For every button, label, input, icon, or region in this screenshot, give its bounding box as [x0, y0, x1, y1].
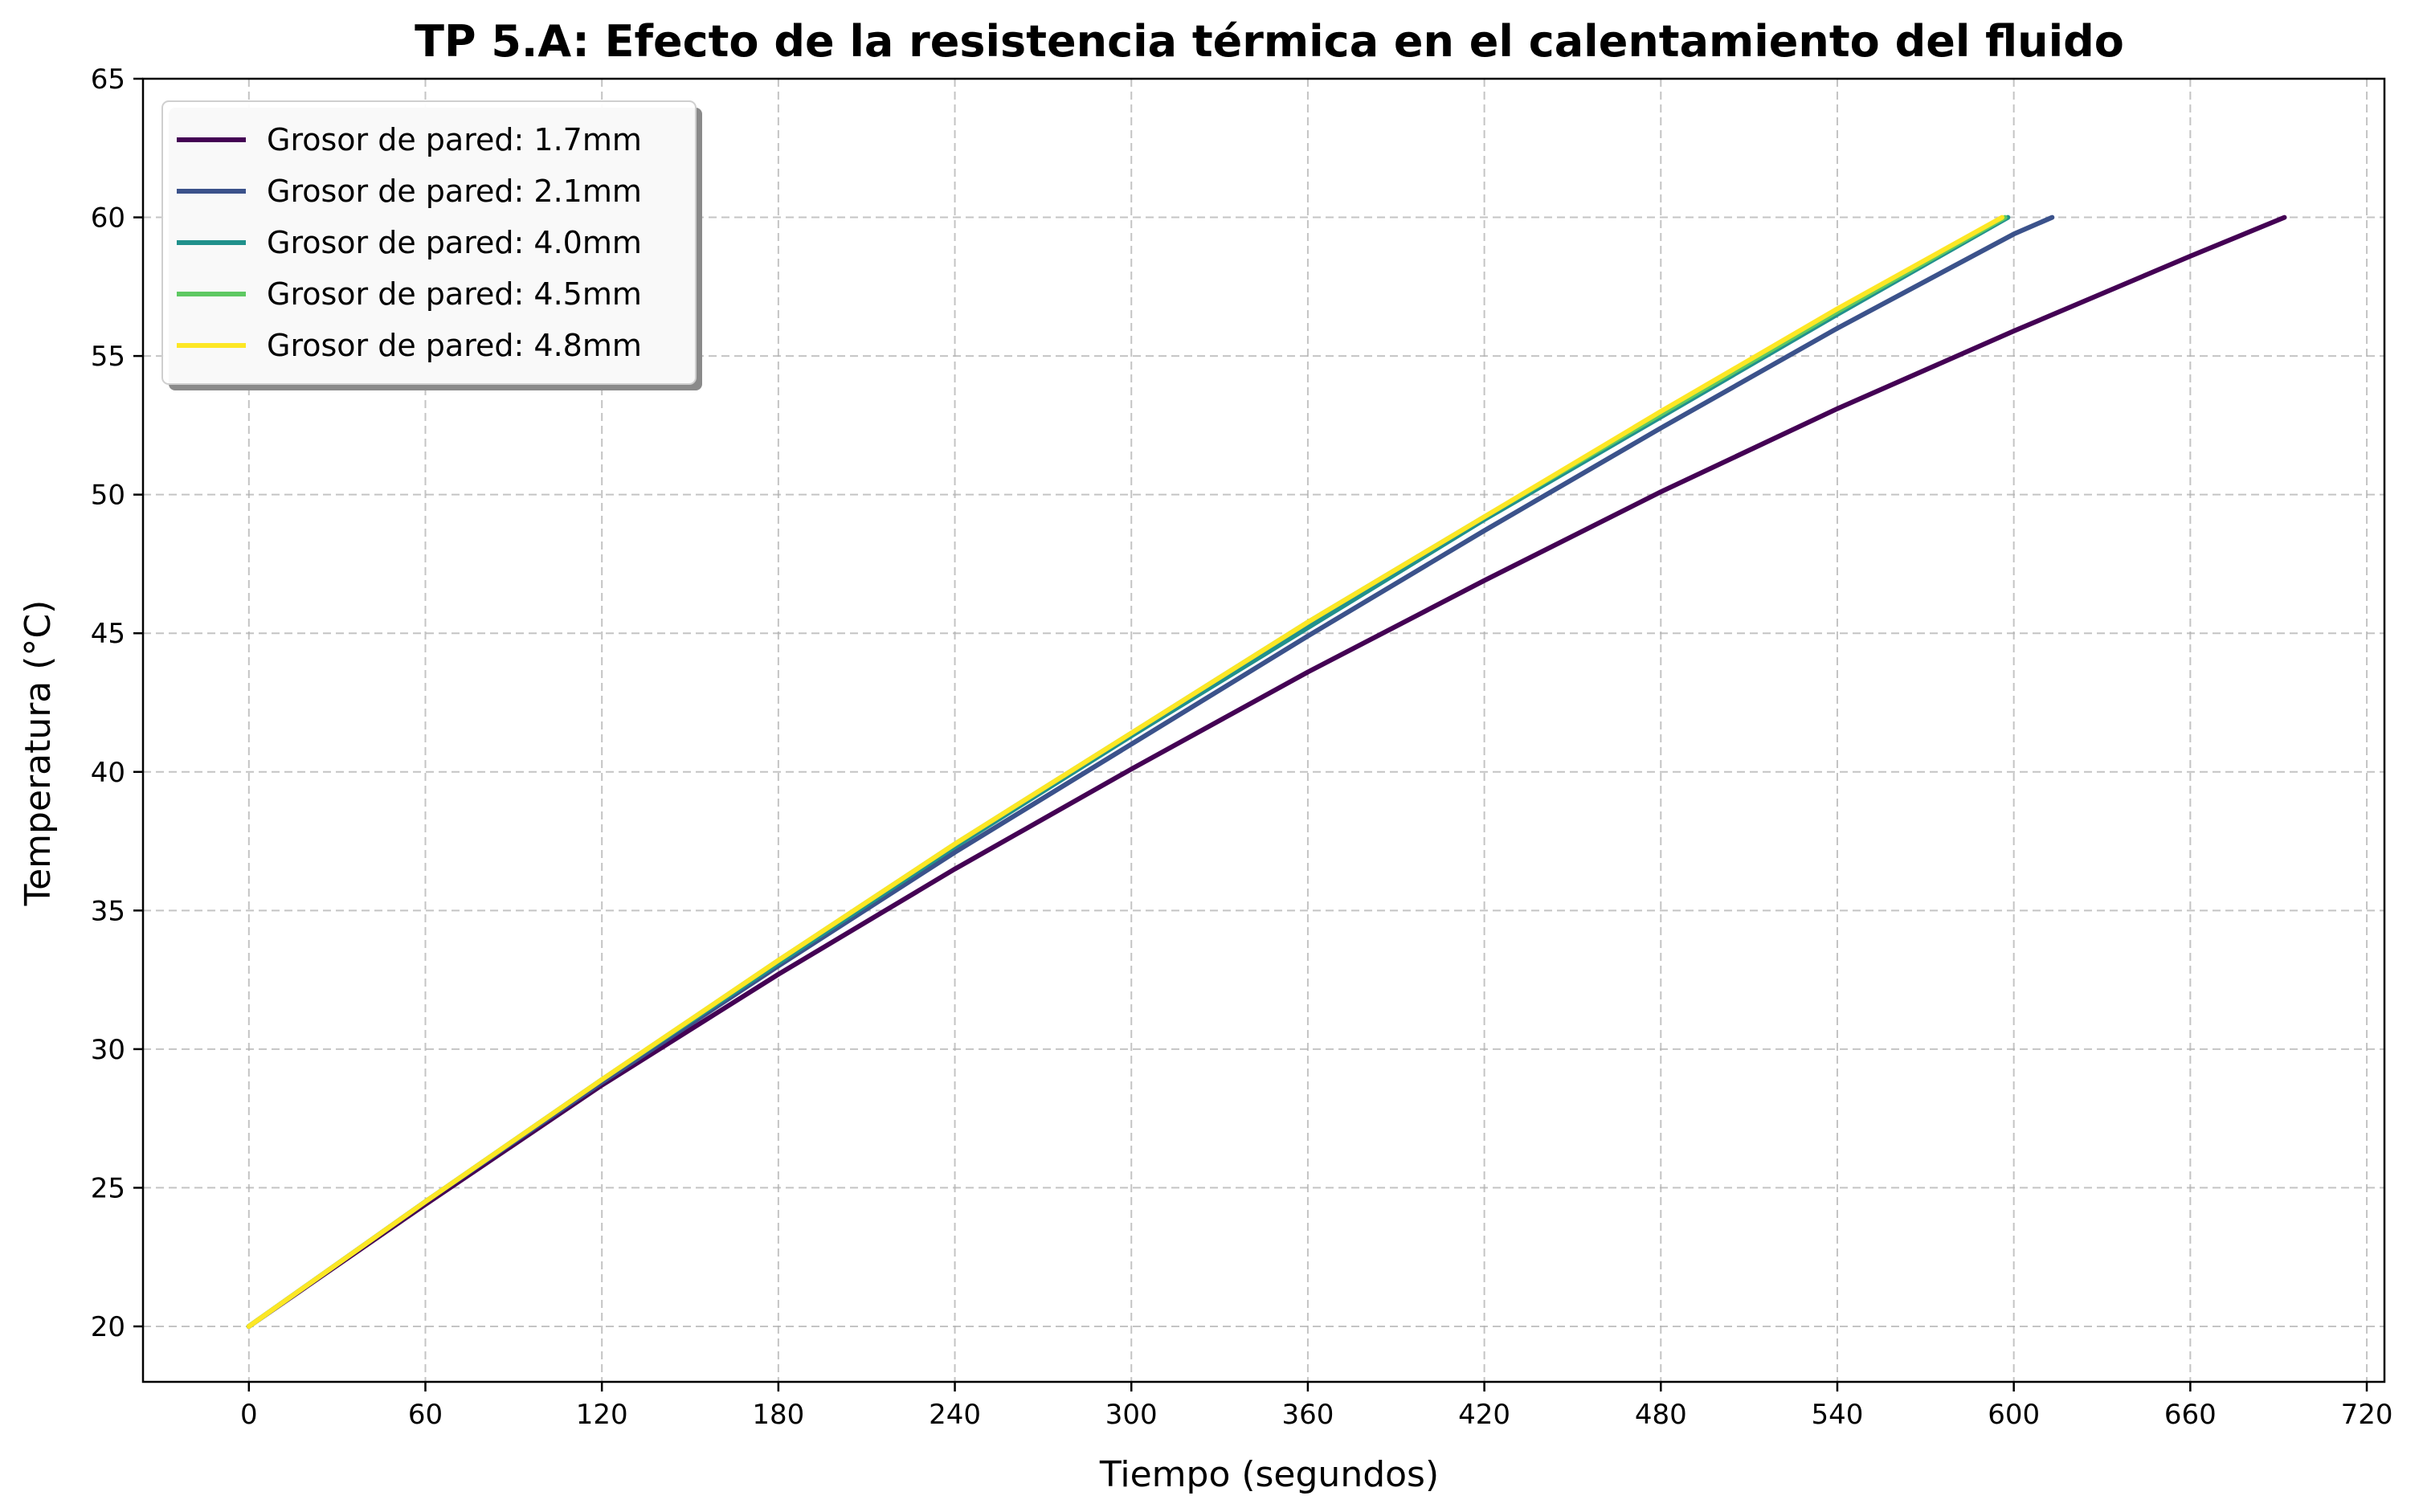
legend-label-1: Grosor de pared: 1.7mm — [267, 122, 642, 157]
x-tick-label: 600 — [1988, 1399, 2040, 1431]
x-tick-label: 420 — [1458, 1399, 1510, 1431]
series-layer — [246, 215, 2287, 1329]
legend-label-4: Grosor de pared: 4.5mm — [267, 276, 642, 312]
x-tick-label: 0 — [240, 1399, 258, 1431]
y-axis-ticks: 20 25 30 35 40 45 50 55 60 65 — [91, 63, 143, 1343]
x-tick-label: 480 — [1635, 1399, 1687, 1431]
y-tick-label: 45 — [91, 618, 125, 650]
y-tick-label: 50 — [91, 480, 125, 512]
x-tick-label: 720 — [2341, 1399, 2393, 1431]
grid — [143, 78, 2384, 1382]
y-tick-label: 20 — [91, 1311, 125, 1343]
x-tick-label: 120 — [576, 1399, 628, 1431]
x-tick-label: 180 — [752, 1399, 804, 1431]
series-line-5 — [246, 215, 2004, 1329]
x-tick-label: 540 — [1812, 1399, 1864, 1431]
x-tick-label: 60 — [408, 1399, 443, 1431]
y-tick-label: 35 — [91, 895, 125, 927]
legend: Grosor de pared: 1.7mm Grosor de pared: 2… — [161, 100, 702, 390]
y-tick-label: 55 — [91, 341, 125, 373]
legend-label-3: Grosor de pared: 4.0mm — [267, 225, 642, 260]
y-axis-label: Temperatura (°C) — [18, 600, 59, 907]
x-tick-label: 240 — [929, 1399, 981, 1431]
x-tick-label: 660 — [2164, 1399, 2217, 1431]
y-tick-label: 40 — [91, 757, 125, 789]
y-tick-label: 30 — [91, 1034, 125, 1066]
legend-box — [161, 100, 697, 385]
y-tick-label: 25 — [91, 1172, 125, 1204]
x-axis-ticks: 0 60 120 180 240 300 360 420 480 540 600 660 720 — [240, 1382, 2392, 1431]
legend-label-2: Grosor de pared: 2.1mm — [267, 174, 642, 209]
y-tick-label: 60 — [91, 202, 125, 235]
x-tick-label: 300 — [1105, 1399, 1158, 1431]
x-axis-label: Tiempo (segundos) — [1099, 1454, 1439, 1495]
chart-title: TP 5.A: Efecto de la resistencia térmica… — [415, 16, 2124, 67]
legend-label-5: Grosor de pared: 4.8mm — [267, 328, 642, 363]
plot-frame — [141, 77, 2386, 1383]
y-tick-label: 65 — [91, 63, 125, 96]
x-tick-label: 360 — [1281, 1399, 1334, 1431]
